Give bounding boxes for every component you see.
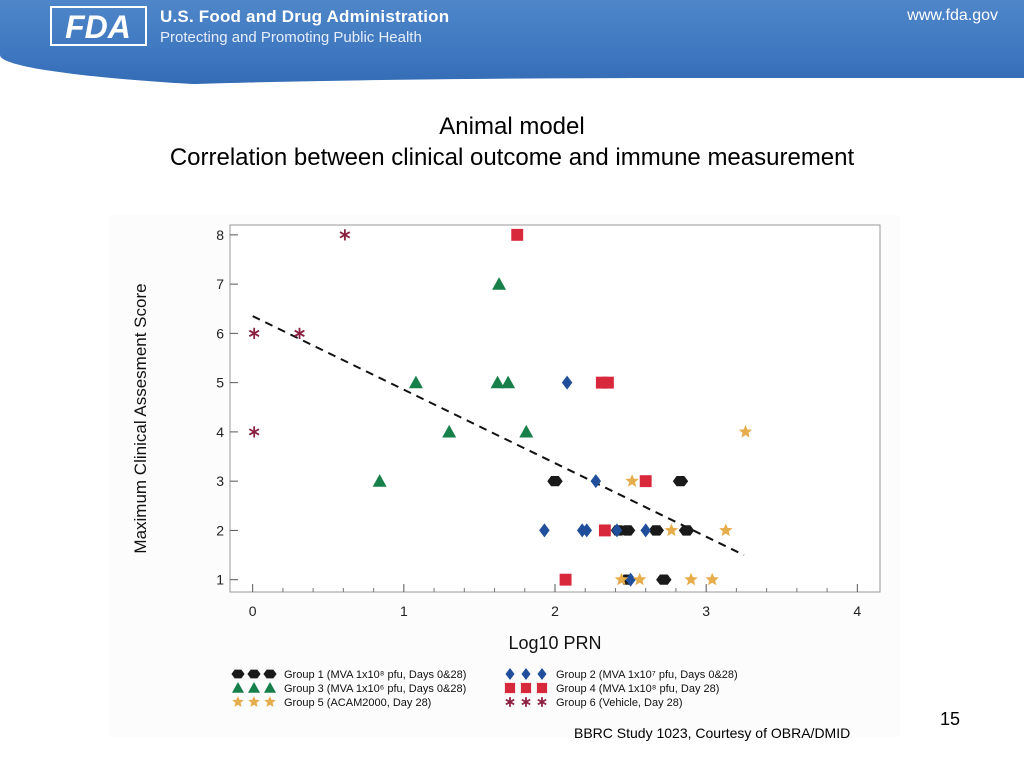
data-point-group-4: [601, 376, 614, 389]
legend-label-group-1: Group 1 (MVA 1x10⁸ pfu, Days 0&28): [284, 669, 466, 681]
slide-title: Animal model: [439, 113, 585, 140]
x-tick-label: 0: [249, 603, 257, 619]
data-point-group-2: [625, 572, 636, 587]
data-point-group-5: [664, 523, 679, 537]
data-point-group-3: [372, 474, 387, 487]
page-number: 15: [940, 709, 961, 729]
data-point-group-5: [738, 424, 753, 438]
data-point-group-6: [339, 229, 351, 241]
legend-marker-group-4: [520, 682, 532, 694]
legend-marker-group-5: [264, 696, 276, 707]
source-credit: BBRC Study 1023, Courtesy of OBRA/DMID: [574, 725, 851, 741]
scatter-figure: 1 2 3 4 5 6 7 8 0 1 2 3 4 Log10 PRN Maximum Clinical A…: [110, 215, 900, 737]
y-tick-label: 6: [216, 325, 224, 341]
y-tick-label: 2: [216, 522, 224, 538]
data-point-group-1: [672, 476, 689, 487]
y-tick-label: 5: [216, 375, 224, 391]
asterisk-stroke: [521, 698, 531, 706]
legend-marker-group-1: [247, 669, 261, 679]
asterisk-stroke: [339, 231, 351, 239]
data-point-group-4: [559, 573, 572, 586]
data-point-group-2: [539, 523, 550, 538]
legend-marker-group-3: [248, 682, 260, 693]
data-point-group-1: [656, 574, 672, 585]
data-point-group-6: [294, 327, 305, 339]
data-point-group-1: [547, 476, 563, 487]
asterisk-stroke: [248, 428, 260, 436]
data-point-group-2: [611, 523, 623, 538]
y-tick-label: 3: [216, 473, 224, 489]
y-tick-label: 4: [216, 424, 224, 440]
legend-marker-group-6: [521, 697, 531, 707]
data-point-group-3: [492, 277, 507, 290]
legend-marker-group-2: [521, 668, 531, 680]
data-point-group-3: [501, 375, 516, 389]
data-point-group-6: [248, 426, 260, 438]
data-point-group-5: [614, 572, 629, 586]
legend-marker-group-1: [231, 669, 245, 679]
x-tick-label: 4: [853, 603, 861, 619]
scatter-chart: 1 2 3 4 5 6 7 8 0 1 2 3 4 Log10 PRN Maximum Clinical A…: [131, 224, 881, 709]
asterisk-stroke: [505, 698, 515, 706]
legend-marker-group-3: [232, 682, 244, 693]
organization-name: U.S. Food and Drug Administration: [160, 7, 450, 26]
legend-marker-group-2: [537, 668, 547, 680]
legend-label-group-3: Group 3 (MVA 1x10⁶ pfu, Days 0&28): [284, 683, 466, 695]
site-url-link[interactable]: www.fda.gov: [907, 7, 998, 24]
legend-marker-group-5: [248, 696, 260, 707]
data-point-group-1: [678, 525, 695, 536]
data-point-group-5: [705, 572, 719, 586]
slide-subtitle: Correlation between clinical outcome and…: [169, 144, 855, 171]
y-axis-label: Maximum Clinical Assesment Score: [131, 283, 150, 553]
legend-label-group-2: Group 2 (MVA 1x10⁷ pfu, Days 0&28): [556, 669, 738, 681]
legend-label-group-4: Group 4 (MVA 1x10⁸ pfu, Day 28): [556, 683, 719, 695]
data-point-group-3: [490, 375, 505, 389]
trendline: [252, 315, 745, 556]
data-point-group-3: [442, 424, 457, 438]
data-point-group-4: [639, 475, 652, 488]
legend-marker-group-2: [505, 668, 515, 680]
data-point-group-6: [248, 327, 260, 339]
y-tick-label: 8: [216, 227, 224, 243]
data-point-group-5: [625, 474, 639, 487]
x-axis-label: Log10 PRN: [508, 633, 601, 653]
y-tick-label: 1: [216, 572, 224, 588]
legend-marker-group-5: [232, 696, 244, 707]
legend-marker-group-6: [537, 697, 547, 707]
legend-marker-group-3: [264, 682, 276, 693]
fda-logo[interactable]: FDA: [50, 6, 147, 46]
legend-label-group-6: Group 6 (Vehicle, Day 28): [556, 697, 683, 709]
asterisk-stroke: [294, 329, 305, 337]
data-point-group-2: [581, 523, 592, 538]
data-point-group-4: [598, 524, 611, 537]
data-point-group-4: [595, 376, 608, 389]
data-point-group-5: [719, 523, 733, 537]
data-point-group-3: [408, 375, 423, 389]
data-point-group-5: [684, 572, 698, 586]
legend-label-group-5: Group 5 (ACAM2000, Day 28): [284, 697, 431, 709]
data-point-group-2: [640, 523, 651, 538]
header-curve: [0, 78, 1024, 98]
plot-frame: [229, 224, 881, 593]
asterisk-stroke: [248, 329, 260, 337]
legend-marker-group-4: [504, 682, 516, 694]
data-point-group-2: [561, 375, 573, 390]
data-point-group-1: [648, 525, 664, 536]
data-point-group-2: [590, 474, 602, 489]
data-point-group-5: [633, 572, 647, 586]
organization-tagline: Protecting and Promoting Public Health: [160, 29, 422, 46]
data-point-group-3: [519, 424, 534, 438]
legend-marker-group-6: [505, 697, 515, 707]
x-tick-label: 1: [400, 603, 408, 619]
data-point-group-4: [511, 228, 524, 241]
legend-marker-group-1: [263, 669, 277, 679]
x-tick-label: 3: [702, 603, 710, 619]
logo-text: FDA: [65, 9, 131, 45]
legend-marker-group-4: [536, 682, 548, 694]
x-tick-label: 2: [551, 603, 559, 619]
asterisk-stroke: [537, 698, 547, 706]
y-tick-label: 7: [216, 276, 224, 292]
